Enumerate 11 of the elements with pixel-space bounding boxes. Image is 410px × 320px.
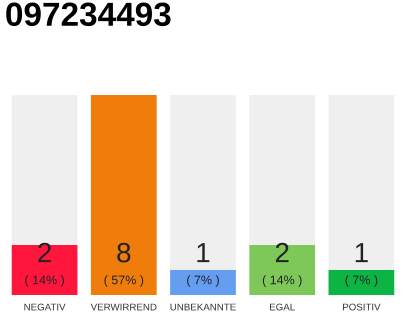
- x-tick-label: NEGATIV: [24, 304, 66, 310]
- data-label: 2 ( 14% ): [262, 242, 302, 287]
- x-tick-label: POSITIV: [343, 304, 381, 310]
- data-label: 1 ( 7% ): [187, 243, 219, 287]
- data-label: 2 ( 14% ): [25, 242, 64, 287]
- x-tick-label: UNBEKANNTE: [170, 304, 236, 310]
- data-label: 1 ( 7% ): [346, 243, 378, 287]
- data-label: 8 ( 57% ): [104, 242, 144, 287]
- chart-title: 097234493: [6, 2, 171, 26]
- x-tick-label: VERWIRREND: [90, 304, 156, 310]
- x-tick-label: EGAL: [270, 304, 295, 310]
